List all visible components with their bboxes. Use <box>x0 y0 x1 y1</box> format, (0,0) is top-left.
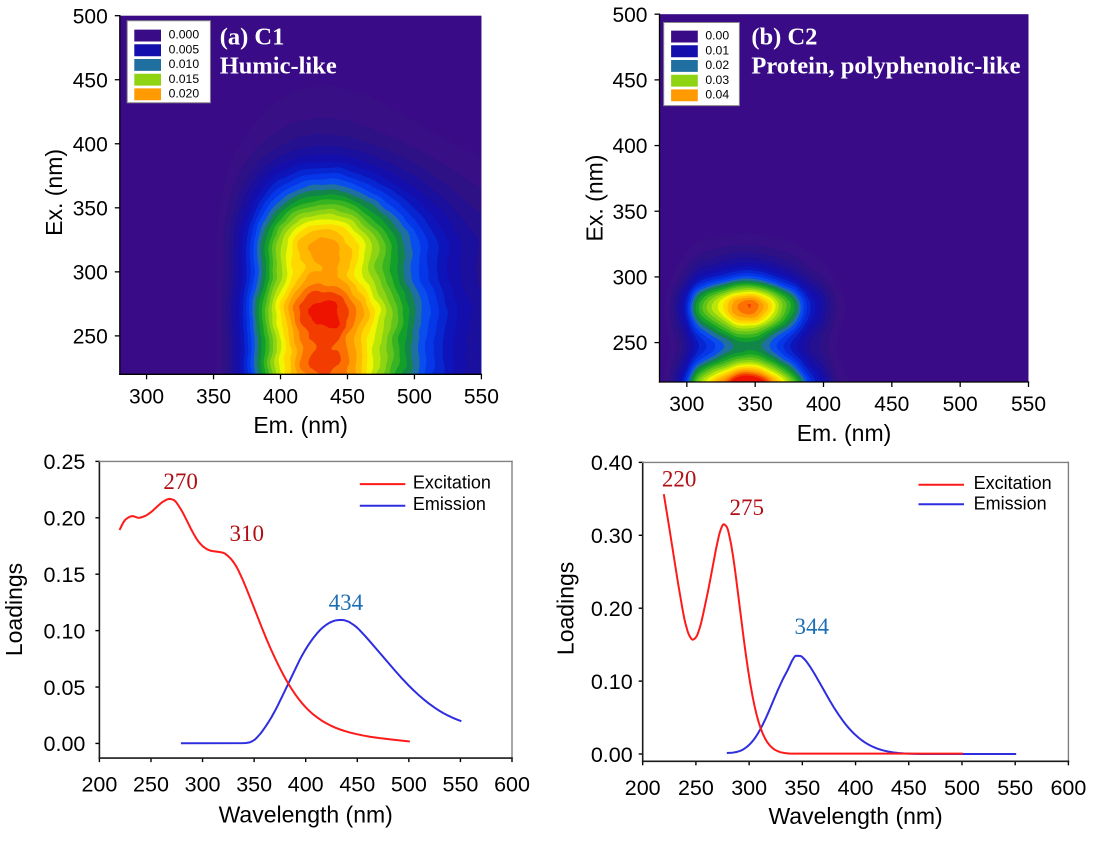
svg-text:Ex. (nm): Ex. (nm) <box>41 149 67 236</box>
svg-text:200: 200 <box>625 776 661 800</box>
svg-text:500: 500 <box>397 386 432 409</box>
svg-text:Emission: Emission <box>413 494 486 514</box>
svg-text:0.015: 0.015 <box>169 72 200 86</box>
svg-text:0.00: 0.00 <box>705 29 729 43</box>
svg-text:0.010: 0.010 <box>169 57 200 71</box>
svg-text:0.15: 0.15 <box>44 563 86 587</box>
svg-text:350: 350 <box>73 197 108 220</box>
svg-text:(b) C2: (b) C2 <box>751 24 817 51</box>
svg-text:500: 500 <box>73 5 108 28</box>
svg-text:Wavelength (nm): Wavelength (nm) <box>219 802 393 828</box>
svg-text:Excitation: Excitation <box>974 473 1052 493</box>
svg-text:0.005: 0.005 <box>169 42 200 56</box>
svg-text:450: 450 <box>339 773 375 797</box>
svg-text:0.20: 0.20 <box>591 597 633 621</box>
svg-text:350: 350 <box>738 393 773 416</box>
svg-text:300: 300 <box>129 386 164 409</box>
svg-text:550: 550 <box>1011 393 1046 416</box>
svg-text:500: 500 <box>944 776 980 800</box>
svg-text:Ex. (nm): Ex. (nm) <box>581 155 607 242</box>
svg-text:500: 500 <box>391 773 427 797</box>
svg-text:0.00: 0.00 <box>44 732 86 756</box>
svg-text:450: 450 <box>73 69 108 92</box>
svg-text:344: 344 <box>795 614 830 639</box>
svg-text:600: 600 <box>494 773 530 797</box>
svg-text:550: 550 <box>464 386 499 409</box>
svg-text:Loadings: Loadings <box>552 562 578 655</box>
svg-text:Excitation: Excitation <box>413 472 491 492</box>
svg-text:0.00: 0.00 <box>591 743 633 767</box>
svg-text:550: 550 <box>442 773 478 797</box>
svg-text:300: 300 <box>731 776 767 800</box>
svg-text:Wavelength (nm): Wavelength (nm) <box>768 803 942 829</box>
svg-text:0.03: 0.03 <box>705 73 729 87</box>
svg-text:350: 350 <box>612 201 647 224</box>
svg-text:0.000: 0.000 <box>169 28 200 42</box>
svg-text:250: 250 <box>612 332 647 355</box>
svg-text:450: 450 <box>612 69 647 92</box>
svg-text:0.25: 0.25 <box>44 450 86 474</box>
svg-text:450: 450 <box>330 386 365 409</box>
svg-text:350: 350 <box>196 386 231 409</box>
svg-text:Protein, polyphenolic-like: Protein, polyphenolic-like <box>751 53 1020 80</box>
svg-text:0.05: 0.05 <box>44 676 86 700</box>
svg-text:Loadings: Loadings <box>1 563 27 656</box>
svg-text:250: 250 <box>73 325 108 348</box>
svg-text:600: 600 <box>1050 776 1086 800</box>
svg-text:450: 450 <box>874 393 909 416</box>
svg-text:300: 300 <box>185 773 221 797</box>
svg-text:250: 250 <box>678 776 714 800</box>
svg-text:220: 220 <box>662 467 697 492</box>
svg-text:0.10: 0.10 <box>591 670 633 694</box>
svg-text:400: 400 <box>838 776 874 800</box>
svg-text:Em. (nm): Em. (nm) <box>253 412 348 438</box>
svg-text:300: 300 <box>669 393 704 416</box>
svg-text:Emission: Emission <box>974 493 1047 513</box>
svg-text:0.04: 0.04 <box>705 88 729 102</box>
svg-text:0.20: 0.20 <box>44 507 86 531</box>
svg-text:350: 350 <box>784 776 820 800</box>
svg-text:270: 270 <box>163 469 198 494</box>
svg-text:300: 300 <box>612 267 647 290</box>
svg-text:250: 250 <box>133 773 169 797</box>
svg-text:200: 200 <box>81 773 117 797</box>
svg-text:0.02: 0.02 <box>705 58 729 72</box>
svg-text:434: 434 <box>329 590 364 615</box>
svg-text:300: 300 <box>73 261 108 284</box>
svg-text:550: 550 <box>997 776 1033 800</box>
svg-text:400: 400 <box>806 393 841 416</box>
svg-text:(a) C1: (a) C1 <box>220 24 285 51</box>
svg-text:0.020: 0.020 <box>169 87 200 101</box>
svg-text:400: 400 <box>263 386 298 409</box>
svg-text:0.40: 0.40 <box>591 451 633 475</box>
svg-text:Em. (nm): Em. (nm) <box>797 420 892 446</box>
svg-text:500: 500 <box>943 393 978 416</box>
svg-text:400: 400 <box>288 773 324 797</box>
svg-text:500: 500 <box>612 4 647 27</box>
svg-text:275: 275 <box>729 495 764 520</box>
svg-text:450: 450 <box>891 776 927 800</box>
svg-text:0.30: 0.30 <box>591 524 633 548</box>
svg-text:Humic-like: Humic-like <box>220 53 337 80</box>
svg-text:400: 400 <box>612 135 647 158</box>
svg-text:350: 350 <box>236 773 272 797</box>
svg-text:0.01: 0.01 <box>705 43 729 57</box>
svg-text:310: 310 <box>229 521 264 546</box>
svg-text:400: 400 <box>73 133 108 156</box>
svg-text:0.10: 0.10 <box>44 619 86 643</box>
